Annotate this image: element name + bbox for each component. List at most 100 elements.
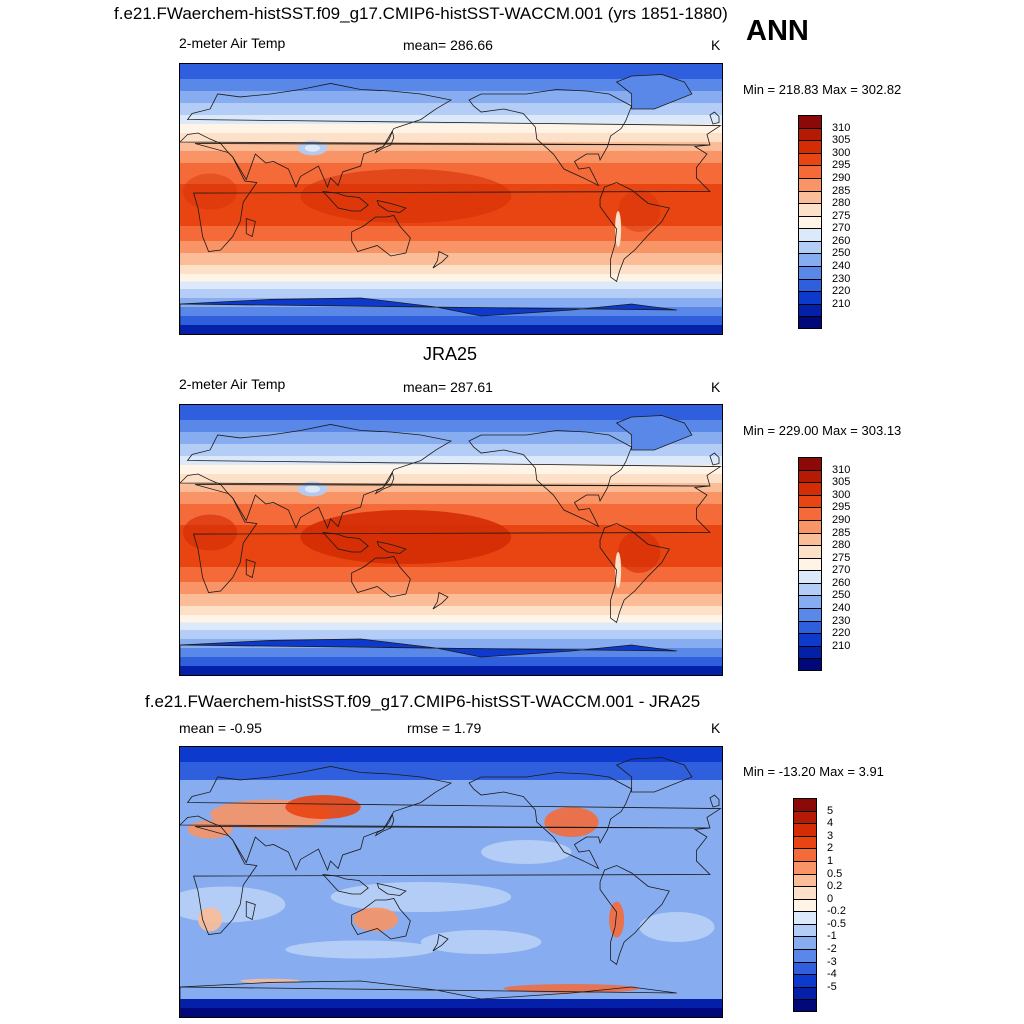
colorbar-tick-label: 230: [832, 272, 851, 285]
colorbar-tick-label: 250: [832, 589, 851, 602]
colorbar-swatch: [793, 949, 817, 963]
temperature-band: [180, 648, 722, 658]
colorbar-tick-label: 260: [832, 234, 851, 247]
colorbar-swatch: [798, 303, 822, 317]
colorbar-swatch: [793, 974, 817, 988]
anomaly-patch: [639, 912, 715, 942]
colorbar-tick-label: 305: [832, 476, 851, 489]
temperature-band: [180, 615, 722, 624]
panel3-minmax: Min = -13.20 Max = 3.91: [743, 764, 884, 779]
colorbar-swatch: [798, 140, 822, 154]
temperature-band: [180, 307, 722, 317]
anomaly-patch: [198, 907, 223, 932]
coastline: [374, 471, 395, 495]
colorbar-tick-label: -5: [827, 980, 837, 993]
colorbar-tick-label: -1: [827, 930, 837, 943]
colorbar-tick-label: 3: [827, 829, 834, 842]
colorbar-tick-label: -3: [827, 955, 837, 968]
anomaly-patch: [187, 820, 233, 839]
coastline: [351, 556, 411, 598]
colorbar-swatch: [793, 961, 817, 975]
temperature-band: [180, 78, 722, 92]
temperature-band: [180, 491, 722, 505]
coastline: [374, 130, 395, 154]
coastline: [432, 933, 449, 952]
panel1-minmax: Min = 218.83 Max = 302.82: [743, 82, 902, 97]
anomaly-patch: [420, 930, 542, 954]
colorbar-tick-label: 210: [832, 297, 851, 310]
colorbar-tick-label: 260: [832, 576, 851, 589]
colorbar-swatch: [798, 557, 822, 571]
temperature-band: [180, 473, 722, 484]
coastline: [615, 415, 693, 451]
colorbar-swatch: [798, 127, 822, 141]
colorbar-swatch: [798, 228, 822, 242]
colorbar-swatch: [793, 936, 817, 950]
temperature-band: [180, 64, 722, 80]
colorbar-swatch: [798, 203, 822, 217]
colorbar-swatch: [793, 999, 817, 1013]
coastline: [322, 531, 369, 553]
colorbar-swatch: [798, 266, 822, 280]
colorbar-swatch: [793, 886, 817, 900]
colorbar-tick-label: 290: [832, 513, 851, 526]
season-label: ANN: [746, 15, 809, 47]
colorbar-tick-label: -4: [827, 968, 837, 981]
temperature-band: [180, 483, 722, 493]
temperature-band: [180, 132, 722, 143]
temperature-band: [180, 123, 722, 134]
panel2-heading: JRA25: [423, 344, 478, 364]
temperature-band: [180, 281, 722, 290]
colorbar-swatch: [793, 810, 817, 824]
panel1-left-label: 2-meter Air Temp: [179, 35, 286, 51]
colorbar-tick-label: -0.2: [827, 905, 846, 918]
colorbar-tick-label: 290: [832, 171, 851, 184]
colorbar-tick-label: 220: [832, 627, 851, 640]
coastline: [322, 190, 369, 212]
coastline: [468, 89, 633, 187]
panel3-center-label: rmse = 1.79: [407, 720, 482, 736]
temperature-band: [180, 606, 722, 616]
panel3-units: K: [711, 720, 721, 736]
temperature-band: [180, 657, 722, 667]
anomaly-patch: [330, 882, 512, 912]
temperature-band: [180, 444, 722, 457]
coastline: [322, 873, 369, 895]
panel1-colorbar: 310 305 300 295 290 285 280 275 270 260 250 240 230 2…: [798, 115, 868, 330]
coastline: [376, 199, 407, 213]
temperature-band: [180, 405, 722, 421]
colorbar-tick-label: 285: [832, 526, 851, 539]
anomaly-patch: [285, 795, 361, 819]
colorbar-swatch: [798, 469, 822, 483]
colorbar-swatch: [793, 848, 817, 862]
colorbar-tick-label: 0: [827, 892, 834, 905]
coastline: [180, 83, 722, 189]
colorbar-tick-label: 295: [832, 501, 851, 514]
panel2-map: [179, 404, 723, 676]
temperature-band: [180, 103, 722, 116]
colorbar-swatch: [798, 595, 822, 609]
colorbar-tick-label: 300: [832, 146, 851, 159]
temperature-band: [180, 240, 722, 254]
panel3-map: [179, 746, 723, 1018]
colorbar-tick-label: 280: [832, 197, 851, 210]
colorbar-tick-label: 295: [832, 159, 851, 172]
colorbar-tick-label: 4: [827, 817, 834, 830]
colorbar-tick-label: 230: [832, 614, 851, 627]
panel2-units: K: [711, 379, 721, 395]
temperature-band: [180, 289, 722, 299]
colorbar-swatch: [798, 165, 822, 179]
colorbar-tick-label: 300: [832, 488, 851, 501]
colorbar-tick-label: 240: [832, 602, 851, 615]
temperature-band: [180, 594, 722, 607]
coastline: [432, 591, 449, 610]
coastline: [615, 757, 693, 793]
colorbar-swatch: [798, 190, 822, 204]
colorbar-swatch: [798, 633, 822, 647]
temperature-band: [180, 630, 722, 640]
colorbar-swatch: [793, 798, 817, 812]
colorbar-swatch: [793, 835, 817, 849]
temperature-band: [180, 265, 722, 275]
coastline: [180, 424, 722, 530]
temperature-band: [180, 253, 722, 266]
